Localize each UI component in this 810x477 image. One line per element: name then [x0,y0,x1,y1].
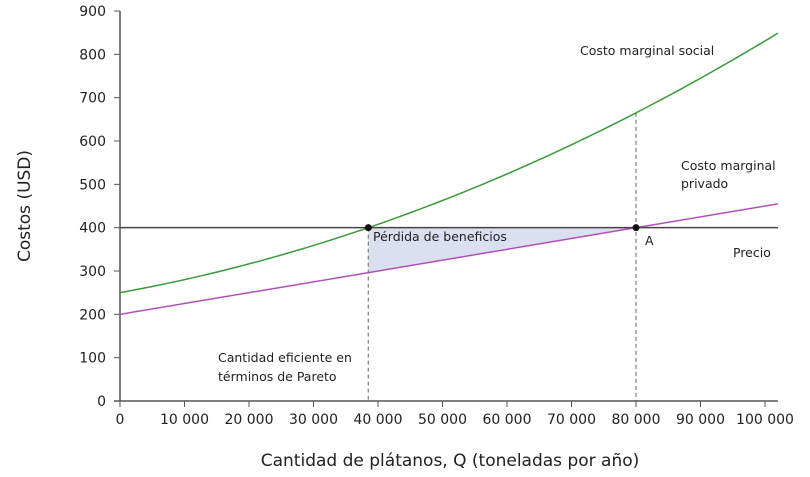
x-tick-label: 70 000 [547,412,596,428]
social-marginal-cost-line [119,32,779,294]
x-tick-label: 30 000 [289,412,338,428]
point-a [632,224,640,232]
y-tick-label: 300 [79,264,106,280]
y-tick-label: 500 [79,177,106,193]
x-tick-label: 60 000 [483,412,532,428]
y-tick-label: 800 [79,47,106,63]
y-tick-label: 400 [79,221,106,237]
private-marginal-cost-line [119,203,779,316]
x-tick-label: 0 [116,412,125,428]
y-tick-label: 900 [79,4,106,20]
x-axis-label: Cantidad de plátanos, Q (toneladas por a… [261,451,640,471]
x-tick-label: 80 000 [612,412,661,428]
private-cost-label-2: privado [681,176,728,191]
pareto-label-2: términos de Pareto [218,369,337,384]
y-tick-label: 200 [79,307,106,323]
y-tick-label: 0 [97,394,106,410]
y-tick-label: 100 [79,351,106,367]
x-tick-label: 40 000 [354,412,403,428]
y-tick-label: 600 [79,134,106,150]
point-a-label: A [645,233,654,248]
x-tick-label: 50 000 [418,412,467,428]
x-tick-label: 100 000 [736,412,794,428]
y-tick-label: 700 [79,91,106,107]
pareto-label-1: Cantidad eficiente en [218,350,352,365]
social-cost-label: Costo marginal social [580,43,714,58]
x-tick-label: 20 000 [225,412,274,428]
x-tick-label: 10 000 [160,412,209,428]
price-label: Precio [733,245,771,260]
pareto-point [364,224,372,232]
y-axis-label: Costos (USD) [15,150,35,262]
deadweight-loss-label: Pérdida de beneficios [373,229,507,244]
private-cost-label-1: Costo marginal [681,158,776,173]
x-tick-label: 90 000 [676,412,725,428]
